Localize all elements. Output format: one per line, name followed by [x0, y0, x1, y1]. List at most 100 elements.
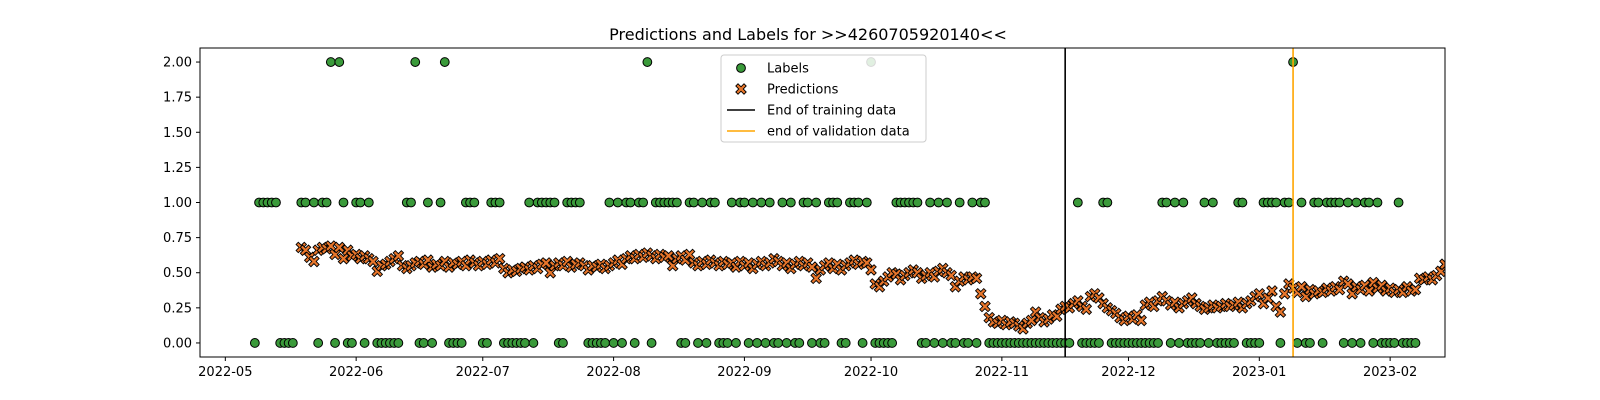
label-point — [781, 338, 792, 348]
label-point — [1271, 197, 1282, 208]
label-point — [680, 338, 691, 348]
label-point — [832, 197, 843, 208]
label-point — [1064, 338, 1075, 348]
label-point — [646, 338, 657, 348]
prediction-point — [970, 272, 983, 285]
prediction-point — [662, 250, 675, 262]
label-point — [608, 338, 619, 348]
label-point — [642, 57, 653, 67]
label-point — [853, 197, 864, 208]
label-point — [807, 338, 817, 348]
label-point — [777, 197, 788, 208]
label-point — [971, 338, 982, 348]
label-point — [524, 197, 535, 208]
label-point — [604, 197, 615, 208]
legend-label: Labels — [767, 62, 809, 77]
label-point — [558, 338, 568, 348]
plot-area — [249, 48, 1445, 357]
label-point — [1102, 197, 1113, 208]
x-tick-label: 2023-02 — [1363, 365, 1417, 380]
label-point — [1334, 197, 1345, 208]
label-point — [840, 338, 851, 348]
prediction-point — [810, 272, 823, 285]
label-point — [638, 197, 649, 208]
label-point — [785, 197, 796, 208]
label-point — [1199, 197, 1210, 208]
label-point — [925, 197, 936, 208]
label-point — [1283, 197, 1294, 208]
label-point — [929, 338, 940, 348]
label-point — [709, 197, 720, 208]
prediction-point — [493, 252, 506, 265]
label-point — [1372, 197, 1383, 208]
label-point — [1203, 338, 1214, 348]
prediction-point — [1409, 283, 1422, 296]
label-point — [1313, 197, 1324, 208]
label-point — [1347, 338, 1358, 348]
prediction-point — [683, 248, 696, 261]
legend-marker-predictions — [735, 83, 747, 95]
label-point — [1254, 338, 1265, 348]
prediction-point — [308, 255, 320, 268]
label-point — [773, 338, 784, 348]
label-point — [363, 197, 374, 208]
prediction-point — [1080, 303, 1093, 316]
y-tick-label: 1.75 — [163, 91, 192, 106]
label-point — [747, 197, 758, 208]
prediction-point — [1295, 280, 1308, 293]
label-point — [756, 197, 767, 208]
prediction-point — [865, 264, 877, 276]
prediction-point — [337, 252, 350, 265]
label-point — [980, 197, 990, 208]
label-point — [857, 338, 868, 348]
label-point — [600, 338, 611, 348]
label-point — [469, 197, 480, 208]
label-point — [1178, 197, 1189, 208]
label-point — [439, 57, 450, 67]
label-point — [693, 338, 703, 348]
label-point — [1161, 197, 1172, 208]
prediction-point — [974, 287, 987, 300]
y-tick-label: 0.25 — [163, 301, 192, 316]
label-point — [760, 338, 771, 348]
y-tick-label: 0.75 — [163, 231, 192, 246]
label-point — [393, 338, 404, 348]
prediction-point — [1266, 285, 1278, 297]
label-point — [942, 197, 952, 208]
prediction-point — [1274, 306, 1287, 318]
label-point — [764, 197, 775, 208]
legend-label: End of training data — [767, 104, 896, 119]
label-point — [313, 338, 324, 348]
y-tick-label: 0.00 — [163, 336, 192, 351]
label-point — [1237, 197, 1248, 208]
label-point — [1351, 197, 1362, 208]
label-point — [300, 197, 311, 208]
label-point — [1343, 197, 1353, 208]
prediction-point — [1363, 285, 1375, 297]
prediction-point — [806, 261, 818, 273]
label-point — [287, 338, 298, 348]
label-point — [1368, 338, 1379, 348]
label-point — [967, 197, 978, 208]
label-point — [920, 338, 931, 348]
label-point — [549, 197, 560, 208]
label-point — [406, 197, 416, 208]
y-tick-label: 1.25 — [163, 161, 192, 176]
label-point — [752, 338, 762, 348]
label-point — [1072, 197, 1083, 208]
prediction-point — [367, 255, 379, 268]
label-point — [1393, 197, 1404, 208]
chart-title: Predictions and Labels for >>42607059201… — [609, 25, 1007, 44]
label-point — [739, 197, 750, 208]
x-tick-label: 2022-06 — [329, 365, 383, 380]
label-point — [309, 197, 319, 208]
label-point — [811, 197, 822, 208]
label-point — [1338, 338, 1349, 348]
label-point — [887, 338, 898, 348]
label-point — [794, 338, 805, 348]
legend: Labels Predictions End of training data end… — [720, 54, 927, 143]
plot-marks — [249, 48, 1445, 357]
label-point — [494, 197, 505, 208]
label-point — [617, 338, 627, 348]
label-point — [722, 338, 733, 348]
